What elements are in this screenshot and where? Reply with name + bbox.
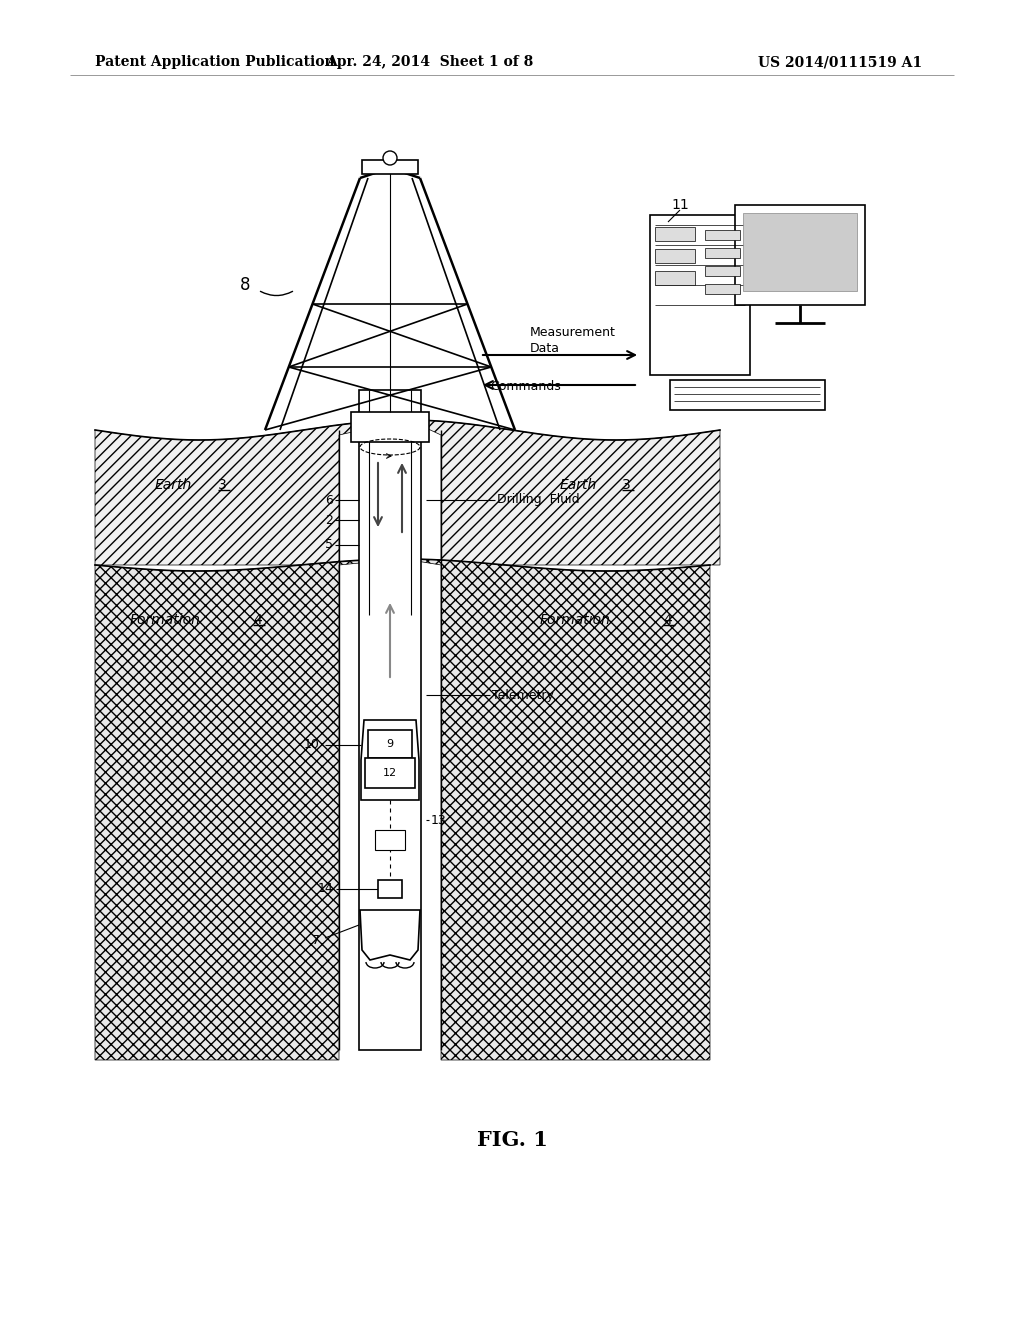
Text: 5: 5: [325, 539, 333, 552]
Text: Earth: Earth: [155, 478, 193, 492]
Bar: [705, 248, 740, 257]
Circle shape: [383, 150, 397, 165]
Text: 6: 6: [326, 494, 333, 507]
Bar: [705, 284, 740, 294]
Text: US 2014/0111519 A1: US 2014/0111519 A1: [758, 55, 922, 69]
Text: 13: 13: [431, 813, 446, 826]
Text: Patent Application Publication: Patent Application Publication: [95, 55, 335, 69]
Bar: [375, 830, 406, 850]
Text: FIG. 1: FIG. 1: [476, 1130, 548, 1150]
Polygon shape: [95, 420, 406, 565]
Text: 4: 4: [253, 612, 262, 627]
Bar: [655, 227, 695, 242]
Text: Measurement: Measurement: [530, 326, 615, 339]
Text: 8: 8: [240, 276, 250, 294]
Text: Commands: Commands: [490, 380, 561, 393]
Text: Data: Data: [530, 342, 560, 355]
Bar: [705, 267, 740, 276]
Text: Formation: Formation: [130, 612, 201, 627]
Text: 14: 14: [317, 883, 333, 895]
Bar: [655, 249, 695, 263]
Text: 2: 2: [326, 513, 333, 527]
Polygon shape: [360, 909, 420, 960]
Bar: [743, 213, 857, 290]
Bar: [359, 389, 421, 1049]
Polygon shape: [404, 558, 710, 1060]
Bar: [735, 205, 865, 305]
Text: Drilling  Fluid: Drilling Fluid: [497, 494, 580, 507]
Bar: [670, 380, 825, 411]
Bar: [368, 730, 412, 758]
Text: Earth: Earth: [560, 478, 597, 492]
Polygon shape: [409, 420, 720, 565]
Bar: [650, 215, 750, 375]
Text: 12: 12: [383, 768, 397, 777]
Text: Formation: Formation: [540, 612, 611, 627]
Bar: [378, 880, 402, 898]
Text: 11: 11: [671, 198, 689, 213]
Text: 4: 4: [663, 612, 672, 627]
Text: 3: 3: [622, 478, 631, 492]
Text: Apr. 24, 2014  Sheet 1 of 8: Apr. 24, 2014 Sheet 1 of 8: [327, 55, 534, 69]
Text: 7: 7: [312, 933, 319, 946]
Polygon shape: [361, 719, 419, 800]
Text: 3: 3: [218, 478, 226, 492]
Text: Telemetry: Telemetry: [492, 689, 554, 701]
Bar: [365, 758, 415, 788]
Polygon shape: [95, 558, 401, 1060]
Bar: [655, 271, 695, 285]
Text: 10: 10: [304, 738, 319, 751]
Text: 9: 9: [386, 739, 393, 748]
Bar: [351, 412, 429, 442]
Bar: [705, 230, 740, 240]
Bar: [362, 160, 418, 174]
